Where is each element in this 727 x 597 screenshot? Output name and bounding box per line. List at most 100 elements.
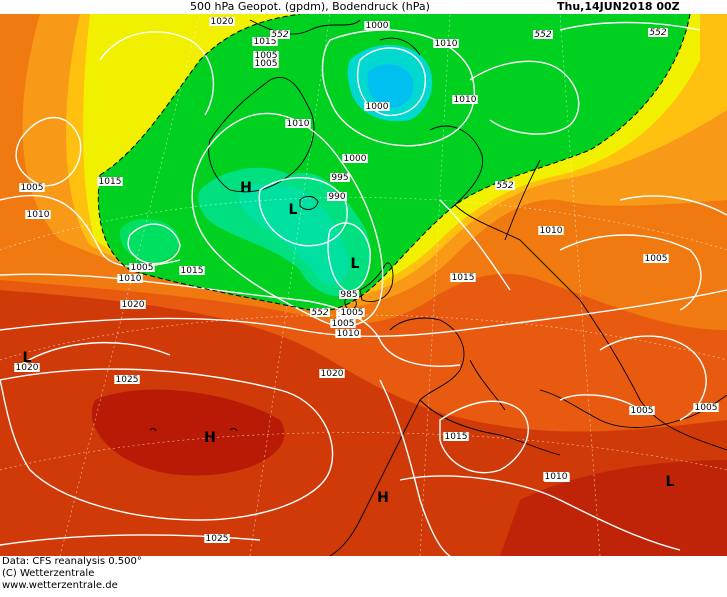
- isobar-label: 1015: [252, 37, 278, 47]
- low-pressure-center: L: [666, 474, 675, 490]
- svg-text:1005: 1005: [645, 254, 668, 264]
- isobar-label: 995: [330, 173, 350, 183]
- field-greenish-west: [119, 218, 179, 262]
- field-cyan-inner: [367, 64, 414, 108]
- svg-text:1015: 1015: [254, 37, 277, 47]
- svg-text:1010: 1010: [545, 472, 568, 482]
- isobar-label: 1005: [19, 183, 45, 193]
- isobar-label: 1020: [319, 369, 345, 379]
- high-pressure-center: H: [204, 430, 216, 446]
- isobar-label: 1020: [209, 17, 235, 27]
- svg-text:1005: 1005: [255, 51, 278, 61]
- svg-text:1000: 1000: [366, 21, 389, 31]
- isobars: [0, 21, 727, 556]
- field-darkest-red: [91, 389, 285, 476]
- isobar-label: 1020: [120, 300, 146, 310]
- svg-text:552: 552: [649, 28, 666, 38]
- svg-text:1005: 1005: [255, 59, 278, 69]
- isobar-label: 1010: [543, 472, 569, 482]
- isobar-label: 1005: [253, 59, 279, 69]
- isobar-label: 1010: [452, 95, 478, 105]
- svg-text:1020: 1020: [122, 300, 145, 310]
- svg-text:990: 990: [328, 192, 345, 202]
- isobar-label: 1010: [117, 274, 143, 284]
- svg-text:995: 995: [331, 173, 348, 183]
- isobar-label: 552: [648, 28, 668, 38]
- low-pressure-center: L: [23, 350, 32, 366]
- isobar-label: 1010: [25, 210, 51, 220]
- isobar-label: 1015: [450, 273, 476, 283]
- svg-text:552: 552: [534, 30, 551, 40]
- svg-text:1005: 1005: [631, 406, 654, 416]
- svg-text:552: 552: [496, 181, 513, 191]
- isobar-label: 1010: [433, 39, 459, 49]
- isobar-label: 1005: [693, 403, 719, 413]
- contour-552: [97, 14, 691, 312]
- isobar-label: 1025: [114, 375, 140, 385]
- svg-text:1010: 1010: [119, 274, 142, 284]
- isobar-label: 1005: [129, 263, 155, 273]
- high-pressure-center: H: [377, 490, 389, 506]
- isobar-label: 1005: [629, 406, 655, 416]
- footer: Data: CFS reanalysis 0.500° (C) Wetterze…: [0, 556, 727, 593]
- isobar-label: 1010: [285, 119, 311, 129]
- graticule: [0, 14, 727, 556]
- svg-text:985: 985: [340, 290, 357, 300]
- svg-text:1000: 1000: [344, 154, 367, 164]
- isobar-label: 1000: [342, 154, 368, 164]
- svg-text:1005: 1005: [332, 319, 355, 329]
- svg-text:1015: 1015: [181, 266, 204, 276]
- isobar-label: 552: [533, 30, 553, 40]
- svg-text:1010: 1010: [454, 95, 477, 105]
- field-darkest-red-se: [500, 460, 727, 556]
- svg-text:1010: 1010: [287, 119, 310, 129]
- isobar-label: 1015: [443, 432, 469, 442]
- low-pressure-center: L: [289, 202, 298, 218]
- isobar-label: 1015: [179, 266, 205, 276]
- isobar-label: 1000: [364, 102, 390, 112]
- isobar-label: 1020: [14, 363, 40, 373]
- svg-text:1005: 1005: [695, 403, 718, 413]
- svg-text:1005: 1005: [21, 183, 44, 193]
- isobar-label: 985: [339, 290, 359, 300]
- svg-text:552: 552: [311, 308, 328, 318]
- svg-text:1015: 1015: [452, 273, 475, 283]
- isobar-label: 552: [270, 30, 290, 40]
- pressure-centers: H L L L H H L: [23, 180, 675, 506]
- high-pressure-center: H: [240, 180, 252, 196]
- svg-text:1020: 1020: [16, 363, 39, 373]
- svg-text:1005: 1005: [131, 263, 154, 273]
- map-title-bar: 500 hPa Geopot. (gpdm), Bodendruck (hPa)…: [0, 0, 727, 14]
- isobar-label: 1015: [97, 177, 123, 187]
- svg-text:1010: 1010: [435, 39, 458, 49]
- footer-data-source: Data: CFS reanalysis 0.500°: [2, 556, 142, 567]
- isobar-label: 1010: [335, 329, 361, 339]
- low-pressure-center: L: [351, 256, 360, 272]
- isobar-labels: 1020101510051005100010101010100010101005…: [14, 17, 719, 544]
- isobar-label: 1000: [364, 21, 390, 31]
- svg-text:1020: 1020: [321, 369, 344, 379]
- isobar-label: 1025: [204, 534, 230, 544]
- svg-text:1010: 1010: [540, 226, 563, 236]
- footer-website: www.wetterzentrale.de: [2, 580, 118, 591]
- svg-text:1020: 1020: [211, 17, 234, 27]
- svg-text:1000: 1000: [366, 102, 389, 112]
- field-cyan-green-2: [238, 183, 350, 285]
- footer-copyright: (C) Wetterzentrale: [2, 568, 95, 579]
- isobar-label: 1005: [330, 319, 356, 329]
- coastlines: [149, 19, 727, 556]
- map-date: Thu,14JUN2018 00Z: [557, 0, 680, 13]
- svg-text:1015: 1015: [99, 177, 122, 187]
- isobar-label: 990: [327, 192, 347, 202]
- svg-text:1010: 1010: [337, 329, 360, 339]
- isobar-label: 1005: [253, 51, 279, 61]
- isobar-label: 552: [310, 308, 330, 318]
- svg-text:552: 552: [271, 30, 288, 40]
- svg-text:1005: 1005: [341, 308, 364, 318]
- isobar-label: 552: [495, 181, 515, 191]
- map-title: 500 hPa Geopot. (gpdm), Bodendruck (hPa): [190, 0, 430, 13]
- svg-text:1025: 1025: [116, 375, 139, 385]
- svg-text:1015: 1015: [445, 432, 468, 442]
